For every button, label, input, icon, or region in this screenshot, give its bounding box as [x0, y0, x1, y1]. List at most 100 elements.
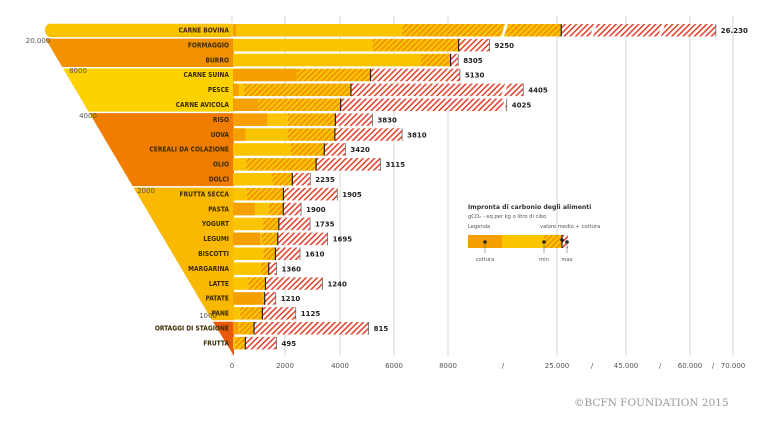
category-label: FORMAGGIO — [188, 41, 229, 49]
bar-cooking-segment — [233, 292, 263, 305]
value-label: 3810 — [407, 131, 427, 139]
bar-min-mean-segment — [268, 202, 284, 216]
category-label: ORTAGGI DI STAGIONE — [155, 325, 229, 333]
bar-min-segment — [233, 158, 246, 171]
bar-row: RISO 3830 — [213, 113, 397, 126]
bar-min-mean-segment — [287, 128, 335, 141]
value-label: 1210 — [281, 295, 301, 303]
bar-row: LEGUMI 1695 — [203, 232, 353, 246]
legend-label: Legenda — [468, 224, 490, 230]
bar-row: FORMAGGIO 9250 — [188, 38, 514, 52]
bar-row: CEREALI DA COLAZIONE 3420 — [149, 143, 370, 156]
bar-cooking-segment — [233, 113, 268, 126]
bar-min-segment — [233, 24, 403, 37]
bar-cooking-segment — [233, 98, 258, 111]
x-tick-label: 25.000 — [545, 362, 570, 370]
category-label: PASTA — [208, 205, 229, 213]
bar-min-segment — [233, 336, 235, 350]
bar-row: LATTE 1240 — [209, 277, 347, 290]
bar-row: PASTA 1900 — [208, 202, 326, 216]
value-label: 1360 — [282, 265, 302, 273]
bar-min-segment — [233, 187, 247, 201]
category-label: MARGARINA — [188, 265, 229, 273]
category-label: BISCOTTI — [198, 250, 229, 258]
value-label: 2235 — [315, 176, 335, 184]
category-label: LEGUMI — [203, 235, 229, 243]
x-tick-label: 6000 — [385, 362, 403, 370]
bar-mean-max-segment — [450, 53, 459, 67]
x-tick-label: 45.000 — [614, 362, 639, 370]
bar-mean-max-segment — [350, 83, 524, 97]
bar-mean-max-segment — [324, 143, 346, 156]
funnel-tick-label: 2000 — [137, 187, 155, 195]
bar-min-mean-segment — [239, 322, 255, 335]
value-label: 26.230 — [721, 27, 748, 35]
legend-item-min: min — [539, 257, 549, 263]
axis-break-gap — [501, 83, 508, 97]
bar-mean-max-segment — [334, 128, 403, 141]
bar-mean-max-segment — [277, 232, 328, 246]
funnel-band — [62, 67, 234, 112]
bar-min-mean-segment — [246, 187, 284, 201]
x-tick-label: 70.000 — [721, 362, 746, 370]
bar-mean-max-segment — [283, 187, 338, 201]
bar-min-mean-segment — [240, 307, 263, 320]
category-label: PANE — [212, 310, 229, 318]
bar-cooking-segment — [233, 128, 246, 141]
funnel-band — [44, 37, 234, 68]
x-tick-label: / — [502, 362, 505, 370]
bar-min-mean-segment — [287, 113, 336, 126]
bar-cooking-segment — [233, 322, 239, 335]
bar-row: PATATE 1210 — [205, 292, 300, 305]
value-label: 1610 — [305, 251, 325, 259]
axis-break-gap — [658, 24, 665, 37]
bar-min-segment — [233, 307, 241, 320]
bar-row: ORTAGGI DI STAGIONE 815 — [155, 322, 388, 335]
bar-mean-max-segment — [335, 113, 373, 126]
x-tick-label: 2000 — [276, 362, 294, 370]
axis-break-gap — [501, 24, 508, 37]
bar-min-segment — [233, 38, 373, 52]
legend-subtitle: gCO₂ - eq per kg o litro di cibo — [468, 214, 546, 220]
bar-min-mean-segment — [263, 217, 279, 231]
value-label: 1900 — [306, 206, 326, 214]
bar-row: MARGARINA 1360 — [188, 262, 301, 275]
bar-row: PESCE 4405 — [208, 83, 548, 97]
category-label: YOGURT — [201, 220, 230, 228]
bar-min-mean-segment — [421, 53, 451, 67]
bar-mean-max-segment — [370, 68, 460, 82]
bar-min-segment — [233, 277, 249, 290]
bar-min-segment — [233, 262, 261, 275]
bar-min-segment — [233, 128, 288, 141]
bar-mean-max-segment — [561, 24, 716, 37]
legend-hatch-inner — [544, 235, 562, 248]
bar-cooking-segment — [233, 83, 239, 97]
bar-row: UOVA 3810 — [211, 128, 427, 141]
legend-mean-label: valore medio + cottura — [540, 224, 600, 230]
x-tick-label: 0 — [230, 362, 234, 370]
bar-min-mean-segment — [402, 24, 562, 37]
legend-title: Impronta di carbonio degli alimenti — [468, 204, 591, 211]
bar-mean-max-segment — [264, 292, 276, 305]
bar-mean-max-segment — [340, 98, 507, 111]
bar-row: CARNE AVICOLA 4025 — [176, 98, 531, 111]
bar-mean-max-segment — [268, 262, 277, 275]
bar-mean-max-segment — [283, 202, 302, 216]
value-label: 5130 — [465, 72, 485, 80]
category-label: BURRO — [205, 56, 229, 64]
category-label: PESCE — [208, 86, 229, 94]
bar-row: YOGURT 1735 — [201, 217, 335, 231]
category-label: UOVA — [211, 131, 230, 139]
category-label: PATATE — [205, 295, 229, 303]
value-label: 1695 — [333, 236, 353, 244]
bar-cooking-segment — [233, 24, 237, 37]
x-tick-label: 60.000 — [678, 362, 703, 370]
bar-mean-max-segment — [254, 322, 369, 335]
axis-break-gap — [590, 24, 597, 37]
bar-cooking-segment — [233, 68, 297, 82]
bar-min-mean-segment — [263, 247, 276, 260]
legend-item-cooking: cottura — [476, 257, 495, 263]
value-label: 1905 — [342, 191, 362, 199]
bar-cooking-segment — [233, 202, 255, 216]
value-label: 1735 — [315, 221, 335, 229]
